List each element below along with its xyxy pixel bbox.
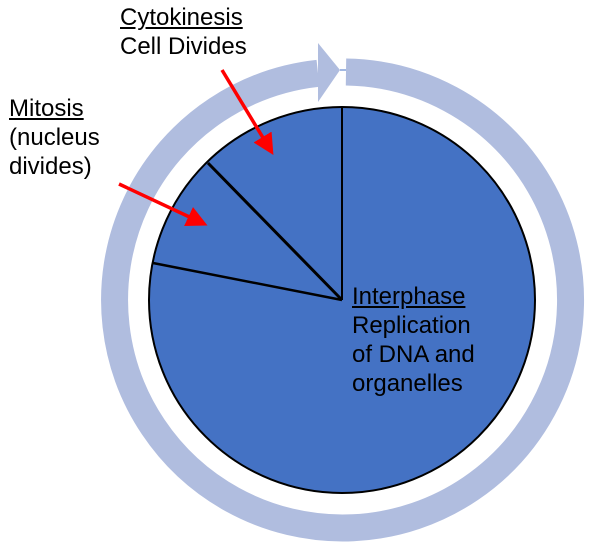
mitosis-desc-line1: (nucleus (9, 124, 100, 151)
cytokinesis-label: Cytokinesis Cell Divides (120, 3, 247, 61)
interphase-desc-line3: organelles (352, 370, 463, 397)
divider-mitosis-interphase (152, 261, 343, 302)
interphase-desc-line1: Replication (352, 312, 471, 339)
cytokinesis-title: Cytokinesis (120, 4, 243, 31)
interphase-label: Interphase Replication of DNA and organe… (352, 282, 475, 398)
mitosis-label: Mitosis (nucleus divides) (9, 94, 100, 181)
mitosis-desc-line2: divides) (9, 153, 92, 180)
interphase-title: Interphase (352, 283, 466, 310)
mitosis-title: Mitosis (9, 95, 84, 122)
divider-cytokinesis-mitosis (206, 161, 344, 302)
cycle-arrowhead-icon (318, 43, 340, 102)
cycle-ring-arrow (101, 58, 585, 542)
interphase-desc-line2: of DNA and (352, 341, 475, 368)
cytokinesis-pointer-arrow (220, 69, 274, 155)
cytokinesis-desc: Cell Divides (120, 33, 247, 60)
mitosis-pointer-arrow (118, 182, 208, 227)
